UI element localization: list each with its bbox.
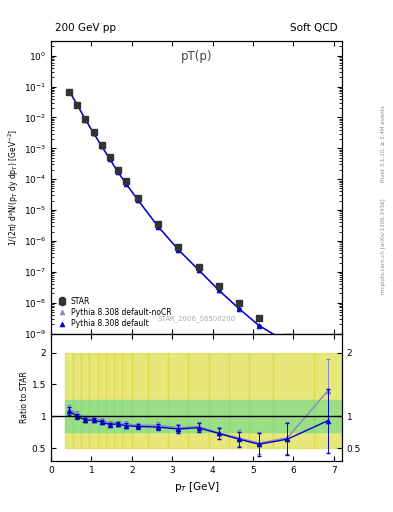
Pythia 8.308 default-noCR <box>325 356 330 362</box>
Pythia 8.308 default-noCR <box>176 246 181 252</box>
Pythia 8.308 default-noCR <box>217 287 221 293</box>
Pythia 8.308 default <box>83 117 88 123</box>
Pythia 8.308 default <box>237 306 241 312</box>
Pythia 8.308 default-noCR <box>156 223 160 229</box>
Pythia 8.308 default <box>325 357 330 363</box>
Pythia 8.308 default <box>176 247 181 253</box>
Line: Pythia 8.308 default-noCR: Pythia 8.308 default-noCR <box>67 89 330 362</box>
Pythia 8.308 default <box>75 102 80 108</box>
Pythia 8.308 default <box>107 156 112 162</box>
Pythia 8.308 default <box>116 168 120 175</box>
Pythia 8.308 default-noCR <box>99 142 104 148</box>
Pythia 8.308 default <box>196 267 201 273</box>
Pythia 8.308 default-noCR <box>285 339 290 345</box>
Text: Rivet 3.1.10, ≥ 3.4M events: Rivet 3.1.10, ≥ 3.4M events <box>381 105 386 182</box>
Pythia 8.308 default-noCR <box>107 155 112 161</box>
Pythia 8.308 default <box>67 88 72 94</box>
Pythia 8.308 default <box>285 339 290 346</box>
Pythia 8.308 default <box>91 130 96 136</box>
Pythia 8.308 default-noCR <box>75 101 80 108</box>
Pythia 8.308 default-noCR <box>116 168 120 175</box>
Pythia 8.308 default-noCR <box>83 116 88 122</box>
Text: STAR_2006_S6500200: STAR_2006_S6500200 <box>158 315 235 322</box>
Pythia 8.308 default-noCR <box>237 305 241 311</box>
Text: 200 GeV pp: 200 GeV pp <box>55 23 116 33</box>
Y-axis label: 1/(2π) d²N/(p$_T$ dy dp$_T$) [GeV$^{-2}$]: 1/(2π) d²N/(p$_T$ dy dp$_T$) [GeV$^{-2}$… <box>7 129 21 246</box>
Pythia 8.308 default <box>99 143 104 149</box>
Pythia 8.308 default-noCR <box>67 88 72 94</box>
Pythia 8.308 default <box>257 323 261 329</box>
Pythia 8.308 default <box>136 197 140 203</box>
X-axis label: p$_T$ [GeV]: p$_T$ [GeV] <box>174 480 219 494</box>
Pythia 8.308 default <box>217 287 221 293</box>
Pythia 8.308 default-noCR <box>196 267 201 273</box>
Legend: STAR, Pythia 8.308 default-noCR, Pythia 8.308 default: STAR, Pythia 8.308 default-noCR, Pythia … <box>55 295 173 330</box>
Pythia 8.308 default <box>156 224 160 230</box>
Y-axis label: Ratio to STAR: Ratio to STAR <box>20 371 29 423</box>
Pythia 8.308 default-noCR <box>123 180 128 186</box>
Text: pT(p): pT(p) <box>181 50 212 63</box>
Pythia 8.308 default-noCR <box>91 130 96 136</box>
Pythia 8.308 default-noCR <box>136 197 140 203</box>
Pythia 8.308 default <box>123 181 128 187</box>
Pythia 8.308 default-noCR <box>257 322 261 328</box>
Text: Soft QCD: Soft QCD <box>290 23 338 33</box>
Text: mcplots.cern.ch [arXiv:1306.3436]: mcplots.cern.ch [arXiv:1306.3436] <box>381 198 386 293</box>
Line: Pythia 8.308 default: Pythia 8.308 default <box>67 89 330 362</box>
